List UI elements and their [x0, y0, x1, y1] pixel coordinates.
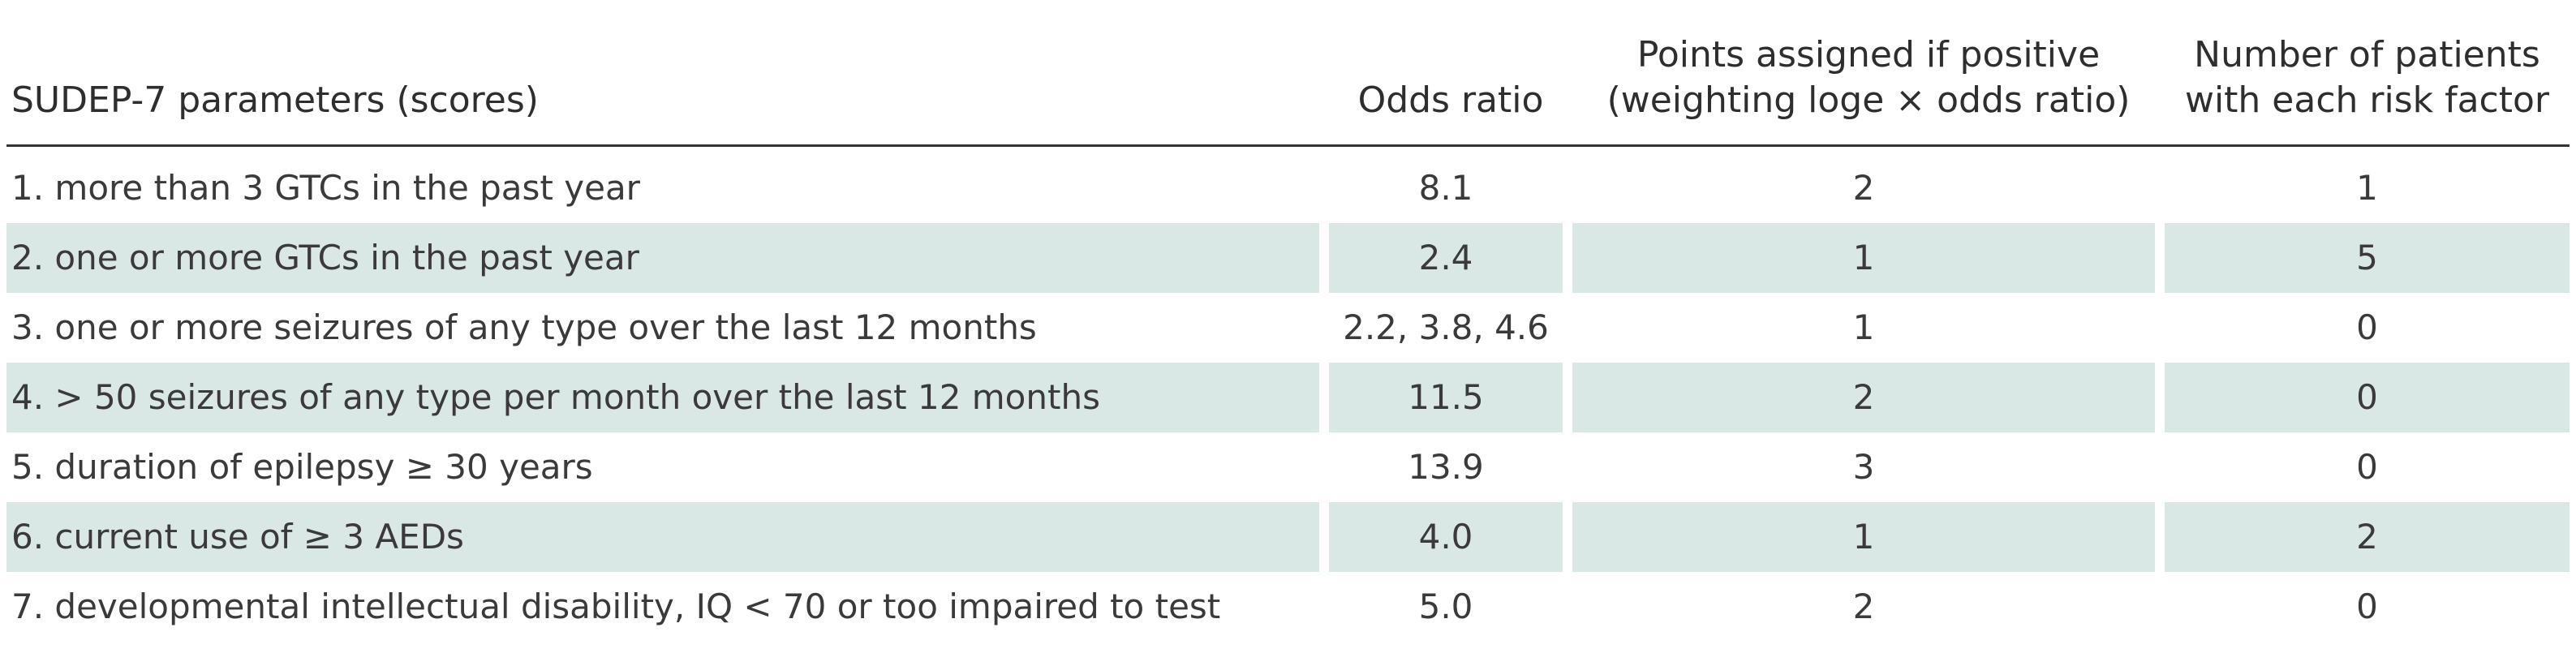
cell-parameter: 5. duration of epilepsy ≥ 30 years: [11, 447, 593, 487]
header-odds-ratio: Odds ratio: [1329, 0, 1572, 147]
cell-parameter: 3. one or more seizures of any type over…: [11, 307, 1037, 347]
cell-patients: 0: [2356, 587, 2378, 626]
cell-odds-ratio: 8.1: [1418, 168, 1473, 208]
cell-patients: 0: [2356, 447, 2378, 487]
cell-parameter: 6. current use of ≥ 3 AEDs: [6, 502, 1329, 572]
header-number-of-patients: Number of patients with each risk factor: [2165, 0, 2570, 147]
cell-patients: 0: [2165, 363, 2570, 432]
cell-points: 1: [1572, 502, 2165, 572]
cell-points: 3: [1852, 447, 1875, 487]
cell-patients: 1: [2356, 168, 2378, 208]
table-header-row: SUDEP-7 parameters (scores) Odds ratio P…: [6, 0, 2570, 147]
cell-odds-ratio: 13.9: [1408, 447, 1484, 487]
table-row: 2. one or more GTCs in the past year 2.4…: [6, 223, 2570, 293]
cell-parameter: 2. one or more GTCs in the past year: [6, 223, 1329, 293]
header-parameters: SUDEP-7 parameters (scores): [6, 0, 1329, 147]
cell-patients: 0: [2356, 307, 2378, 347]
table-row: 1. more than 3 GTCs in the past year 8.1…: [6, 147, 2570, 223]
cell-odds-ratio: 2.2, 3.8, 4.6: [1343, 307, 1549, 347]
cell-points: 1: [1852, 307, 1875, 347]
cell-patients: 5: [2165, 223, 2570, 293]
table-row: 4. > 50 seizures of any type per month o…: [6, 363, 2570, 432]
table-row: 6. current use of ≥ 3 AEDs 4.0 1 2: [6, 502, 2570, 572]
cell-parameter: 1. more than 3 GTCs in the past year: [11, 168, 640, 208]
cell-parameter: 4. > 50 seizures of any type per month o…: [6, 363, 1329, 432]
table-row: 5. duration of epilepsy ≥ 30 years 13.9 …: [6, 432, 2570, 502]
cell-parameter: 7. developmental intellectual disability…: [11, 587, 1221, 626]
cell-odds-ratio: 11.5: [1329, 363, 1572, 432]
sudep-table-container: SUDEP-7 parameters (scores) Odds ratio P…: [6, 0, 2570, 649]
table-row: 3. one or more seizures of any type over…: [6, 293, 2570, 363]
sudep-7-table: SUDEP-7 parameters (scores) Odds ratio P…: [6, 0, 2570, 642]
cell-points: 1: [1572, 223, 2165, 293]
cell-patients: 2: [2165, 502, 2570, 572]
cell-odds-ratio: 4.0: [1329, 502, 1572, 572]
cell-points: 2: [1852, 587, 1875, 626]
cell-points: 2: [1572, 363, 2165, 432]
cell-odds-ratio: 5.0: [1418, 587, 1473, 626]
table-row: 7. developmental intellectual disability…: [6, 572, 2570, 642]
cell-points: 2: [1852, 168, 1875, 208]
header-points-assigned: Points assigned if positive (weighting l…: [1572, 0, 2165, 147]
cell-odds-ratio: 2.4: [1329, 223, 1572, 293]
